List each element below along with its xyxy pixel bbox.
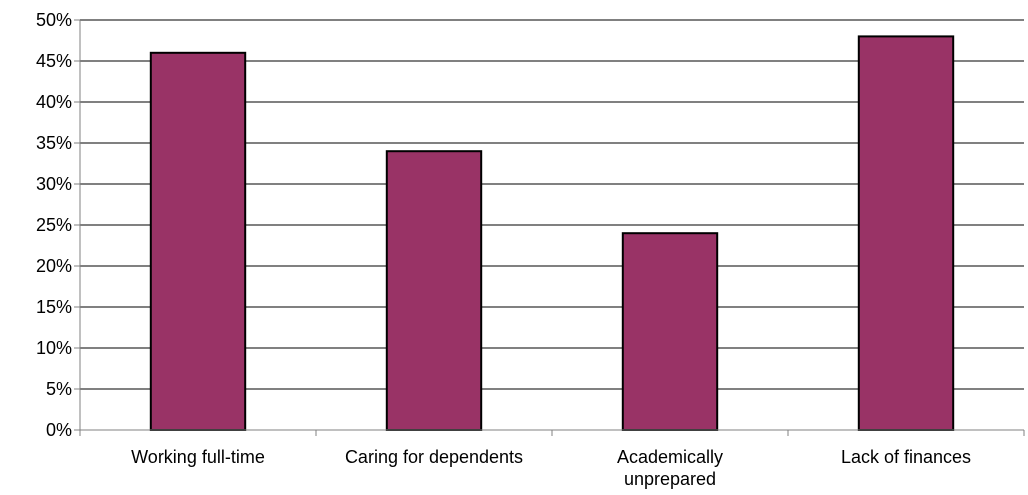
y-tick-label: 40%: [36, 92, 72, 112]
x-tick-label-line: Working full-time: [131, 447, 265, 467]
x-tick-label-line: Academically: [617, 447, 723, 467]
bar: [385, 150, 483, 431]
x-axis-ticks: [79, 430, 1025, 436]
y-tick-label: 30%: [36, 174, 72, 194]
y-tick-label: 25%: [36, 215, 72, 235]
x-tick-label: Academically unprepared: [617, 447, 723, 489]
y-tick-label: 45%: [36, 51, 72, 71]
x-tick-label: Lack of finances: [841, 447, 971, 467]
bar: [621, 232, 719, 431]
y-tick-label: 50%: [36, 10, 72, 30]
x-tick-label-line: Lack of finances: [841, 447, 971, 467]
y-tick-label: 10%: [36, 338, 72, 358]
y-tick-label: 20%: [36, 256, 72, 276]
y-axis-ticks: 0% 5% 10% 15% 20% 25% 30% 35% 40% 45% 50%: [36, 10, 80, 440]
y-tick-label: 5%: [46, 379, 72, 399]
x-tick-label: Working full-time: [131, 447, 265, 467]
y-tick-label: 0%: [46, 420, 72, 440]
y-tick-label: 35%: [36, 133, 72, 153]
bar: [149, 51, 247, 432]
y-tick-label: 15%: [36, 297, 72, 317]
x-tick-label-line: Caring for dependents: [345, 447, 523, 467]
x-axis-labels: Working full-time Caring for dependents Ac…: [131, 447, 971, 489]
bar: [857, 35, 955, 432]
bars: [149, 35, 955, 432]
x-tick-label: Caring for dependents: [345, 447, 523, 467]
x-tick-label-line: unprepared: [624, 469, 716, 489]
